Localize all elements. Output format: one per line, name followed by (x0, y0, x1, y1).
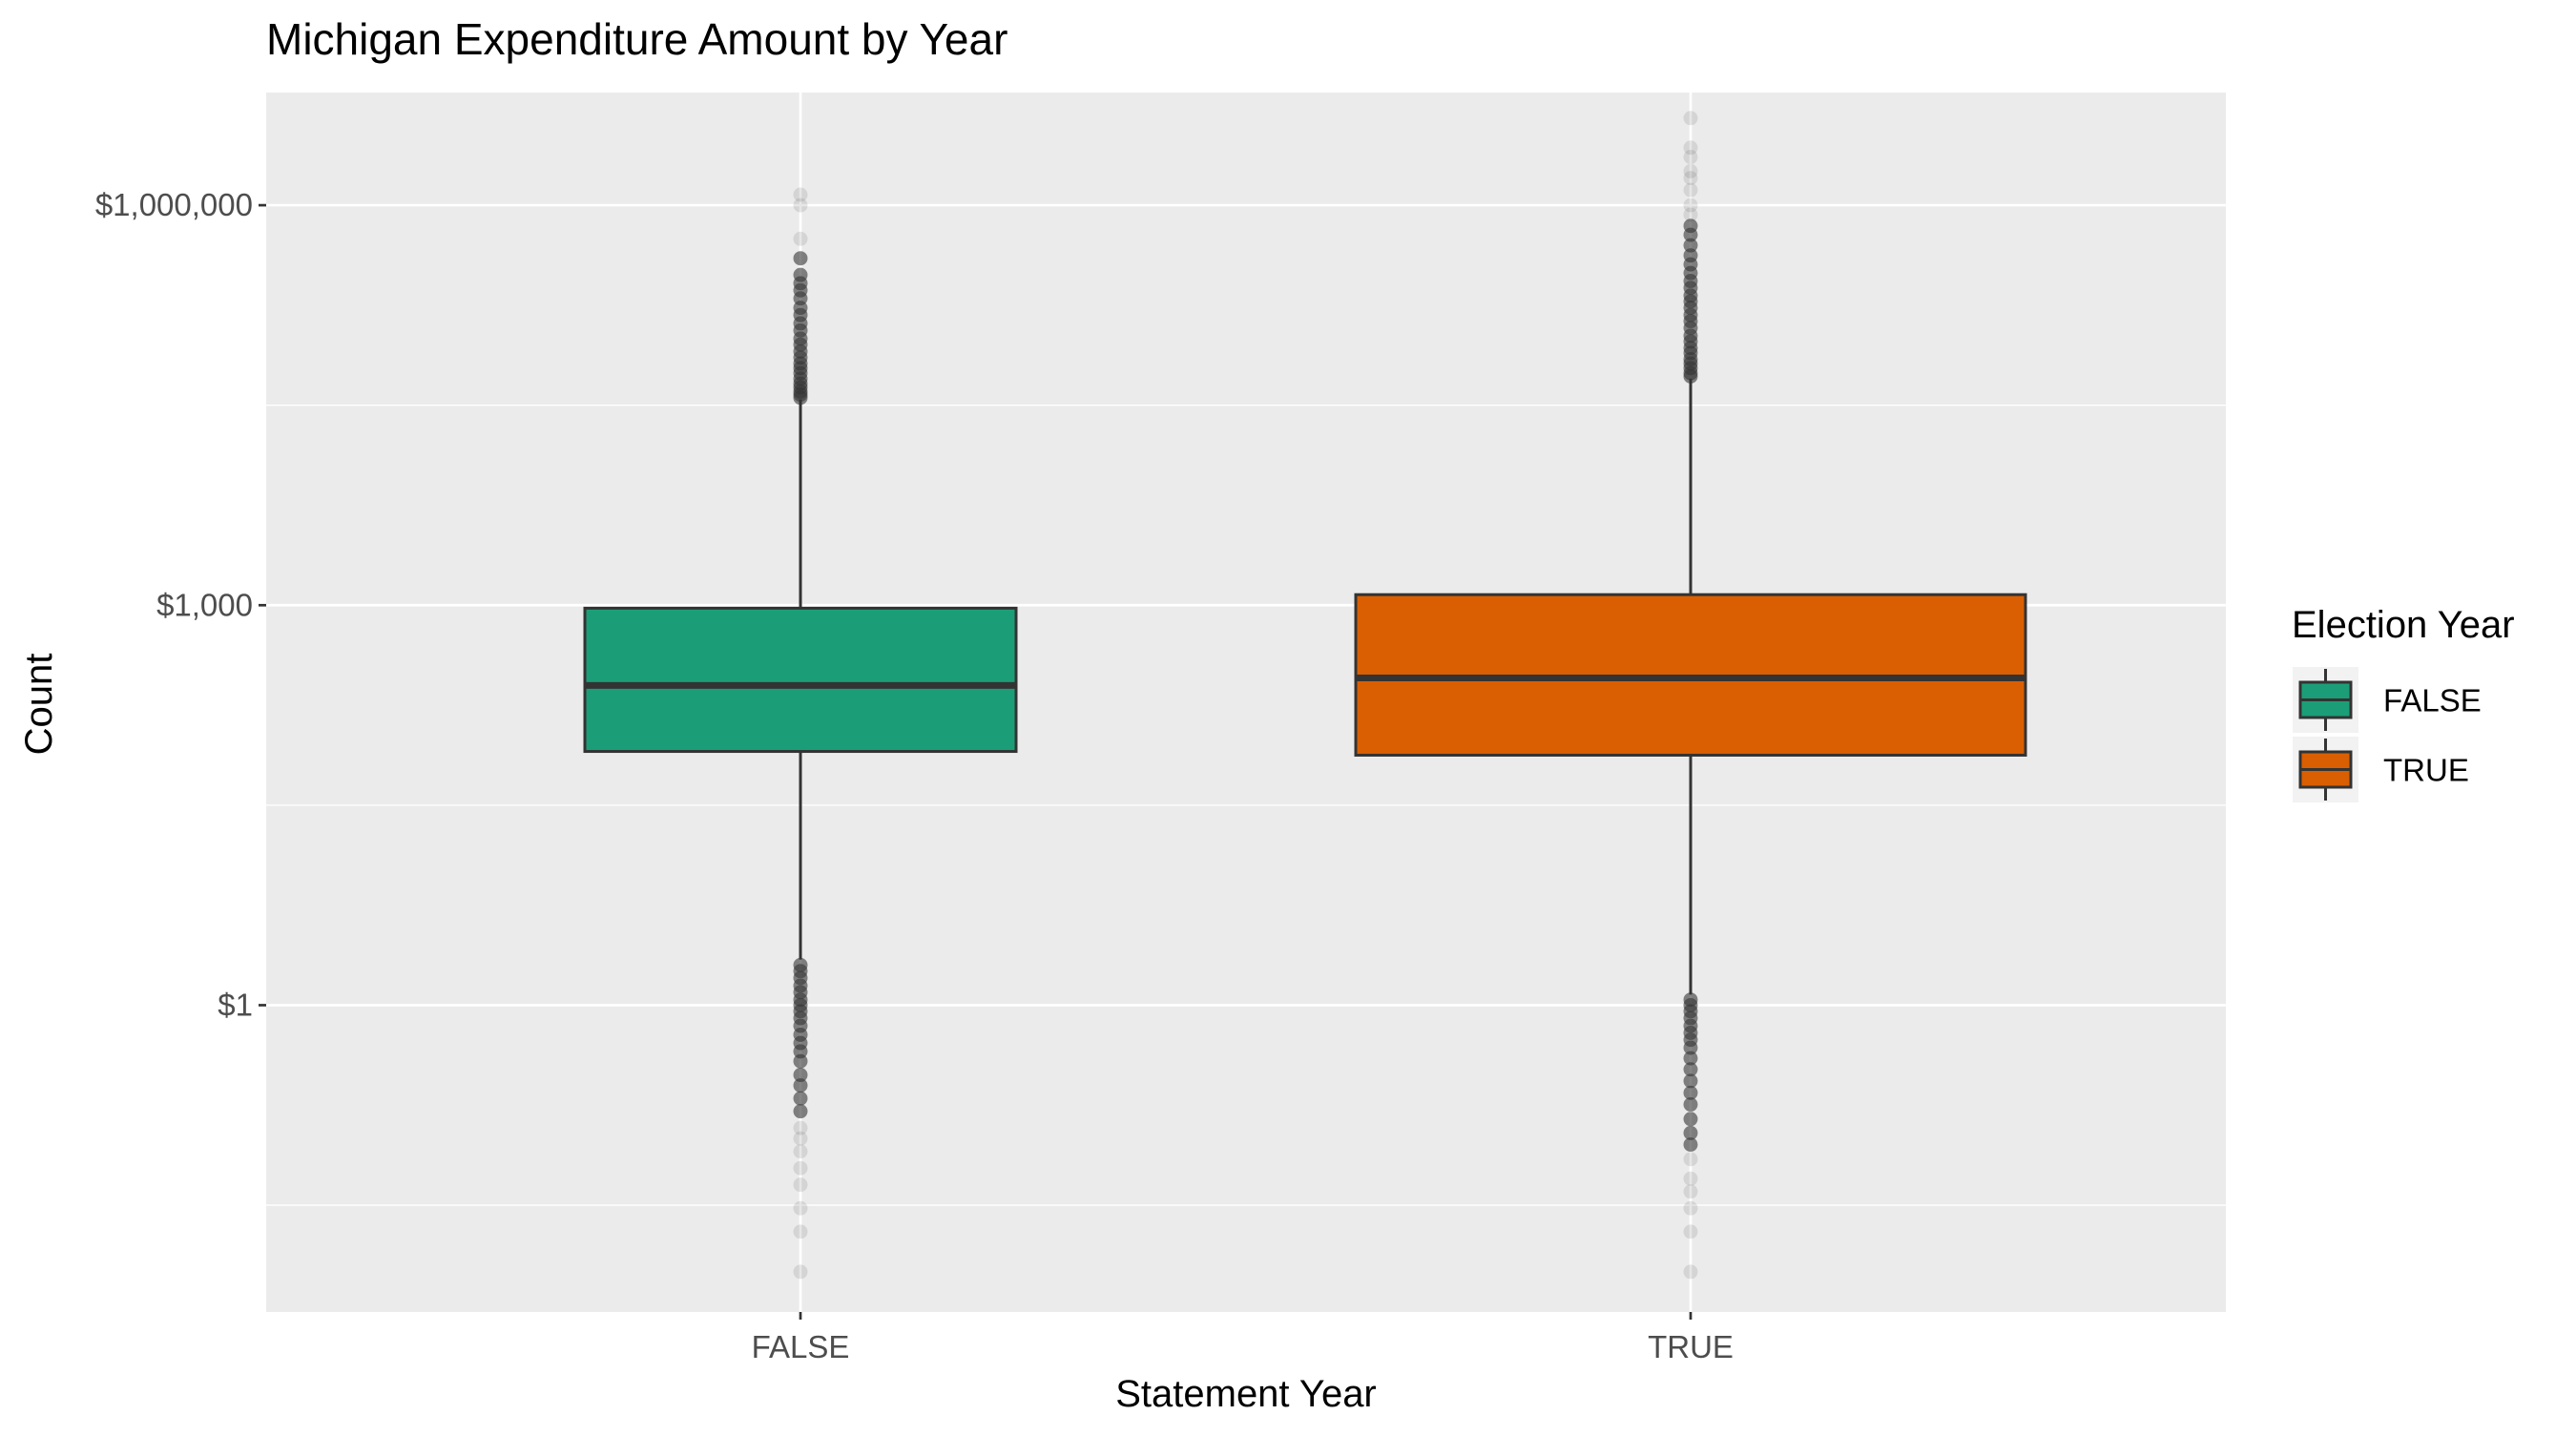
legend-entry-false: FALSE (2293, 667, 2482, 733)
outlier-point (793, 267, 808, 282)
outlier-point (793, 1104, 808, 1119)
outlier-point (1683, 1085, 1698, 1100)
outlier-point (1683, 1224, 1698, 1239)
x-tick-label: TRUE (1648, 1329, 1734, 1364)
outlier-point (793, 1177, 808, 1193)
outlier-point (1683, 150, 1698, 165)
outlier-point (793, 1224, 808, 1239)
outlier-point (793, 187, 808, 202)
outlier-point (1683, 207, 1698, 222)
outlier-point (793, 1078, 808, 1093)
outlier-point (793, 1160, 808, 1176)
legend-title: Election Year (2292, 604, 2515, 646)
outlier-point (793, 231, 808, 246)
outlier-point (1683, 1184, 1698, 1199)
y-tick-label: $1,000,000 (95, 187, 253, 222)
x-tick-label: FALSE (752, 1329, 850, 1364)
outlier-point (793, 1120, 808, 1135)
y-axis-title: Count (18, 654, 60, 756)
outlier-point (1683, 198, 1698, 213)
y-tick-label: $1 (218, 987, 253, 1022)
y-axis: $1 $1,000 $1,000,000 (95, 187, 266, 1022)
outlier-point (793, 1200, 808, 1216)
y-tick-label: $1,000 (156, 587, 253, 622)
outlier-point (1683, 163, 1698, 178)
legend: Election Year FALSE TRUE (2292, 604, 2515, 802)
outlier-point (1683, 1171, 1698, 1186)
outlier-point (793, 198, 808, 213)
box-true (1354, 111, 2027, 1280)
x-axis-title: Statement Year (1115, 1373, 1377, 1415)
outlier-point (1683, 171, 1698, 186)
x-axis: FALSE TRUE (752, 1312, 1734, 1364)
outlier-point (793, 1068, 808, 1083)
outlier-point (793, 1144, 808, 1159)
outlier-point (1683, 1200, 1698, 1216)
box-false (583, 187, 1018, 1280)
outlier-point (1683, 1051, 1698, 1066)
outlier-point (1683, 1073, 1698, 1089)
chart-title: Michigan Expenditure Amount by Year (266, 14, 1008, 64)
plot-area (266, 93, 2226, 1312)
legend-label: TRUE (2383, 753, 2469, 788)
outlier-point (1683, 219, 1698, 234)
outlier-point (1683, 1097, 1698, 1113)
outlier-point (1683, 248, 1698, 263)
outlier-point (793, 1131, 808, 1146)
legend-entry-true: TRUE (2293, 737, 2469, 802)
outlier-point (1683, 1062, 1698, 1077)
outlier-point (1683, 140, 1698, 156)
outlier-point (1683, 111, 1698, 126)
outlier-point (793, 1053, 808, 1069)
outlier-point (1683, 1264, 1698, 1280)
outlier-point (793, 1044, 808, 1059)
outlier-point (793, 251, 808, 266)
outlier-point (793, 1264, 808, 1280)
outlier-point (1683, 1137, 1698, 1153)
box-rect (583, 606, 1018, 754)
outlier-point (1683, 1152, 1698, 1167)
legend-label: FALSE (2383, 683, 2482, 718)
outlier-point (793, 1091, 808, 1106)
outlier-point (1683, 1040, 1698, 1055)
outlier-point (1683, 1125, 1698, 1140)
outlier-point (1683, 182, 1698, 198)
outlier-point (1683, 1112, 1698, 1127)
outlier-point (1683, 238, 1698, 253)
